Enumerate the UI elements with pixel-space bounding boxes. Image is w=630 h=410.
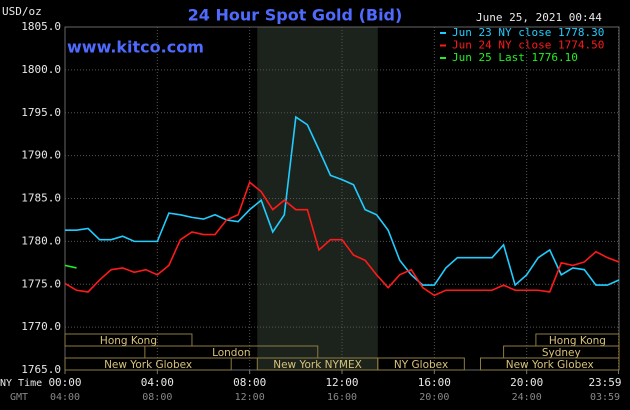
x-row-label: NY Time <box>0 378 42 389</box>
session-bar <box>64 333 193 347</box>
price-line <box>65 115 620 287</box>
legend-entry: Jun 25 Last 1776.10 <box>452 51 578 64</box>
x-tick-label: 23:59 <box>588 376 621 389</box>
x2-row-label: GMT <box>10 392 28 403</box>
x-tick-label: 16:00 <box>418 376 451 389</box>
x-tick-label: 08:00 <box>233 376 266 389</box>
legend-entry: Jun 24 NY close 1774.50 <box>452 39 604 52</box>
y-tick-label: 1795.0 <box>21 106 61 119</box>
x2-tick-label: 16:00 <box>327 392 357 403</box>
x2-tick-label: 04:00 <box>50 392 80 403</box>
timestamp: June 25, 2021 00:44 <box>476 11 602 24</box>
legend-entry: Jun 23 NY close 1778.30 <box>452 26 604 39</box>
session-label: New York Globex <box>506 359 594 371</box>
x-tick-label: 20:00 <box>510 376 543 389</box>
chart-title: 24 Hour Spot Gold (Bid) <box>188 6 403 25</box>
y-tick-label: 1780.0 <box>21 234 61 247</box>
x2-tick-label: 08:00 <box>142 392 172 403</box>
x2-tick-label: 03:59 <box>590 392 620 403</box>
session-label: London <box>212 347 251 359</box>
price-line <box>64 180 620 297</box>
y-tick-label: 1785.0 <box>21 192 61 205</box>
session-bar <box>377 357 465 371</box>
watermark: www.kitco.com <box>67 38 204 57</box>
session-bar <box>480 357 620 371</box>
x2-tick-label: 20:00 <box>419 392 449 403</box>
x-tick-label: 04:00 <box>141 376 174 389</box>
y-unit: USD/oz <box>2 5 42 18</box>
session-label: New York NYMEX <box>273 359 362 371</box>
y-tick-label: 1800.0 <box>21 63 61 76</box>
x2-tick-label: 12:00 <box>235 392 265 403</box>
x-tick-label: 00:00 <box>48 376 81 389</box>
session-label: Hong Kong <box>549 335 606 347</box>
y-tick-label: 1805.0 <box>21 20 61 33</box>
session-label: Hong Kong <box>100 335 157 347</box>
y-tick-label: 1775.0 <box>21 277 61 290</box>
session-bar <box>64 357 232 371</box>
y-tick-label: 1765.0 <box>21 363 61 376</box>
y-tick-label: 1770.0 <box>21 320 61 333</box>
x-tick-label: 12:00 <box>325 376 358 389</box>
price-line <box>64 264 77 269</box>
session-label: Sydney <box>542 347 581 359</box>
y-tick-label: 1790.0 <box>21 149 61 162</box>
x2-tick-label: 24:00 <box>512 392 542 403</box>
session-label: NY Globex <box>394 359 448 371</box>
session-label: New York Globex <box>104 359 192 371</box>
